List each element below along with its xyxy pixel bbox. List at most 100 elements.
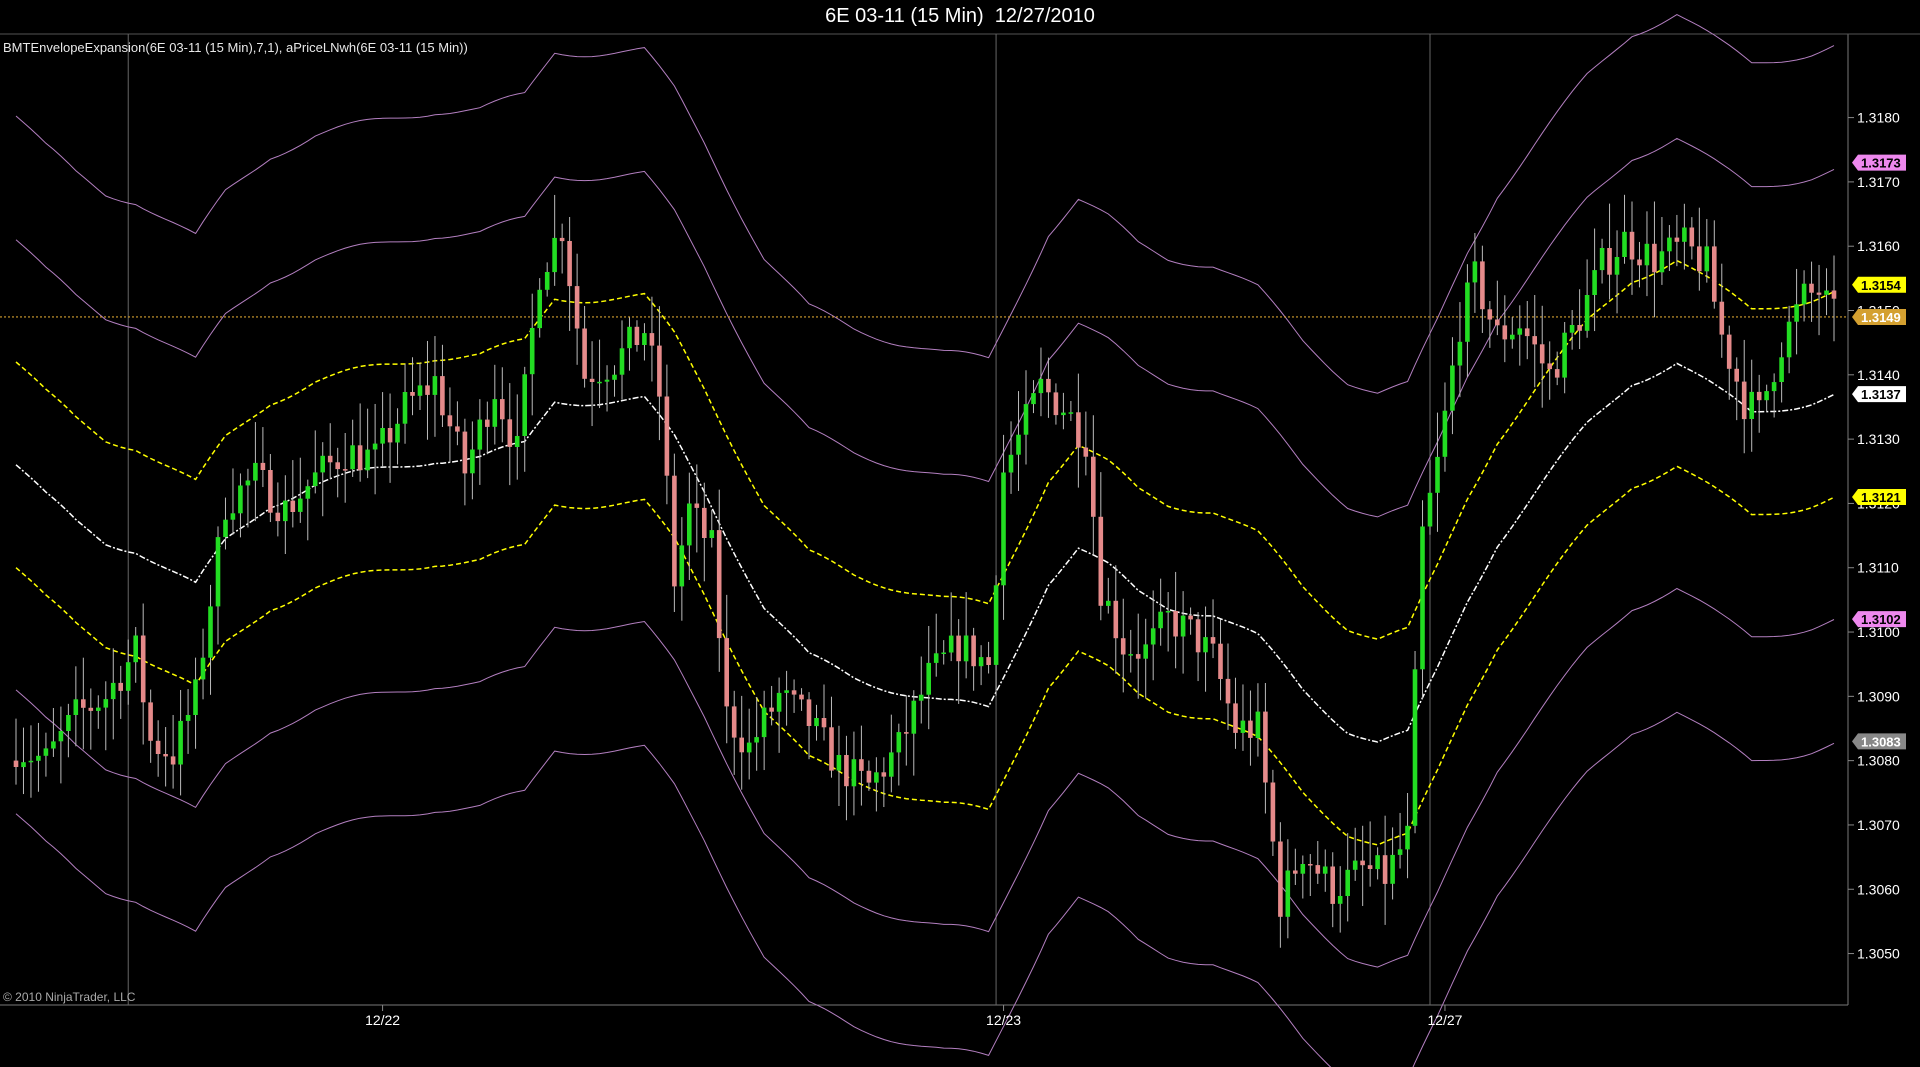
candle-up	[1203, 637, 1208, 653]
candle-down	[1367, 865, 1373, 869]
candle-down	[342, 469, 348, 471]
candle-up	[1779, 357, 1784, 382]
candle-up	[365, 449, 370, 471]
candle-up	[784, 690, 789, 693]
candle-up	[1016, 434, 1021, 455]
candle-down	[1330, 866, 1335, 904]
candle-down	[335, 462, 340, 470]
copyright-label: © 2010 NinjaTrader, LLC	[3, 990, 136, 1004]
candle-down	[1652, 243, 1657, 273]
candle-down	[155, 740, 161, 754]
candle-down	[904, 732, 909, 734]
candle-down	[1719, 301, 1725, 335]
time-tick-label: 12/27	[1427, 1012, 1462, 1028]
candle-down	[567, 241, 572, 287]
candle-down	[1524, 328, 1530, 337]
price-tick-label: 1.3100	[1857, 624, 1900, 640]
candle-down	[1577, 325, 1582, 331]
candle-up	[911, 700, 917, 734]
candle-up	[761, 707, 767, 738]
candle-up	[283, 500, 288, 522]
candle-up	[103, 699, 109, 708]
candle-up	[514, 436, 520, 447]
candle-down	[821, 718, 827, 728]
candle-up	[1255, 711, 1261, 738]
candle-down	[1689, 227, 1695, 247]
candle-down	[268, 470, 273, 513]
price-axis[interactable]: 1.30501.30601.30701.30801.30901.31001.31…	[1848, 110, 1900, 962]
candle-down	[425, 385, 430, 395]
candle-down	[1218, 643, 1223, 679]
candle-down	[956, 635, 961, 662]
candle-up	[193, 679, 198, 715]
candle-down	[1532, 336, 1537, 345]
candle-up	[1023, 404, 1029, 435]
candle-down	[1135, 654, 1141, 659]
time-axis[interactable]: 12/22 12/23 12/27	[365, 1005, 1463, 1028]
candle-up	[1008, 454, 1014, 473]
candle-down	[702, 507, 707, 538]
candle-down	[163, 754, 168, 757]
candle-up	[1106, 600, 1111, 606]
candle-up	[1682, 227, 1687, 242]
candle-down	[1046, 378, 1051, 393]
candle-up	[1420, 526, 1425, 670]
candle-down	[1053, 392, 1059, 416]
candle-up	[402, 392, 408, 424]
candle-down	[1091, 456, 1096, 517]
candle-down	[806, 699, 812, 726]
candle-up	[66, 715, 71, 731]
candle-down	[829, 727, 834, 771]
candle-up	[619, 348, 625, 375]
candle-down	[140, 635, 146, 703]
price-tag-badge	[1852, 733, 1906, 750]
candle-up	[1457, 341, 1463, 366]
candle-down	[1233, 703, 1238, 733]
candle-down	[716, 530, 722, 639]
candle-up	[253, 462, 258, 481]
candle-up	[642, 333, 647, 345]
candle-down	[1083, 447, 1089, 457]
candle-up	[679, 545, 685, 587]
candle-down	[148, 702, 153, 741]
candle-up	[1614, 257, 1620, 275]
candle-down	[1539, 344, 1545, 364]
candle-up	[918, 694, 924, 701]
candle-down	[13, 760, 19, 767]
candle-up	[1061, 412, 1066, 416]
candle-down	[88, 707, 94, 711]
price-tag-label: 1.3154	[1861, 278, 1902, 293]
candle-up	[492, 399, 498, 427]
candle-down	[1734, 368, 1739, 382]
candle-down	[1726, 334, 1732, 369]
candle-up	[223, 519, 228, 538]
candle-down	[170, 756, 176, 765]
candle-up	[896, 732, 902, 753]
candle-up	[245, 480, 251, 486]
candle-down	[986, 657, 991, 665]
candle-up	[215, 537, 221, 607]
candle-down	[866, 770, 872, 783]
candle-up	[776, 692, 782, 712]
candle-down	[1382, 855, 1388, 884]
candle-down	[739, 737, 744, 753]
candle-down	[731, 706, 737, 738]
candle-up	[978, 657, 984, 667]
candle-down	[844, 755, 849, 787]
candle-up	[1337, 896, 1343, 904]
candle-down	[1607, 248, 1612, 275]
candle-up	[1667, 237, 1672, 252]
candle-up	[372, 443, 378, 450]
candle-up	[1517, 328, 1523, 335]
candle-up	[993, 585, 999, 665]
chart-window-title: 6E 03-11 (15 Min) 12/27/2010	[0, 0, 1920, 33]
candle-up	[1442, 410, 1448, 457]
candle-up	[208, 606, 213, 658]
candle-down	[81, 699, 86, 708]
candle-down	[672, 475, 677, 587]
candle-up	[395, 423, 400, 443]
candle-down	[1173, 611, 1178, 637]
price-tag-badge	[1852, 488, 1906, 505]
candle-down	[290, 500, 296, 512]
